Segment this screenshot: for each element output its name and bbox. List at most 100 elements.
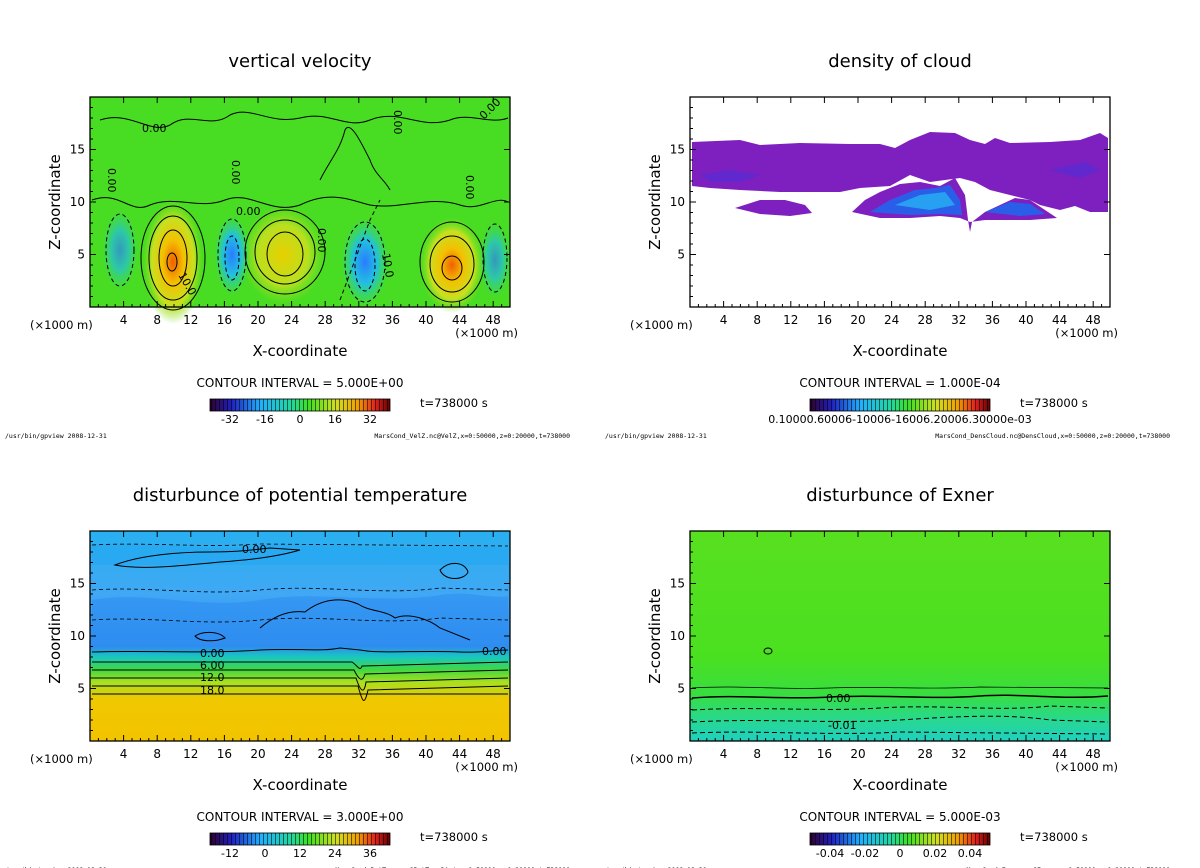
time-label: t=738000 s — [1020, 830, 1088, 844]
contour-interval-label: CONTOUR INTERVAL = 5.000E-03 — [799, 810, 1000, 824]
cloud-patch — [700, 162, 1100, 182]
y-tick-label: 5 — [77, 248, 85, 262]
x-tick-label: 44 — [452, 313, 467, 327]
x-tick-label: 4 — [720, 747, 728, 761]
cold-region — [92, 543, 508, 565]
panel-vertical-velocity: vertical velocity — [90, 51, 511, 324]
x-tick-label: 28 — [918, 747, 933, 761]
x-tick-label: 40 — [418, 747, 433, 761]
x-tick-label: 4 — [120, 747, 128, 761]
x-tick-label: 36 — [385, 313, 400, 327]
footer-left: /usr/bin/gpview 2008-12-31 — [605, 866, 707, 868]
colorbar-tick-label: -16 — [256, 413, 274, 426]
x-axis-label: X-coordinate — [853, 776, 948, 794]
x-unit-label: (×1000 m) — [30, 318, 93, 332]
x-tick-label: 24 — [884, 747, 899, 761]
y-axis-label: Z-coordinate — [46, 588, 64, 683]
plot-title: vertical velocity — [228, 51, 372, 72]
x-tick-label: 28 — [318, 313, 333, 327]
x-tick-label: 4 — [120, 313, 128, 327]
y-axis-label: Z-coordinate — [646, 588, 664, 683]
x-unit-label: (×1000 m) — [1055, 326, 1118, 340]
contour-interval-label: CONTOUR INTERVAL = 5.000E+00 — [197, 376, 404, 390]
x-tick-label: 36 — [985, 747, 1000, 761]
y-tick-label: 10 — [670, 629, 685, 643]
x-tick-label: 36 — [385, 747, 400, 761]
updraft-region — [241, 205, 325, 305]
y-tick-label: 15 — [670, 143, 685, 157]
x-tick-label: 12 — [183, 313, 198, 327]
colorbar-tick-label: 0 — [262, 847, 269, 860]
contour-label: 0.00 — [105, 168, 118, 193]
colorbar-stripes — [210, 399, 390, 411]
negative-contour-lines — [691, 705, 1109, 735]
negative-contour-lines — [91, 543, 509, 623]
colorbar-tick-label: 36 — [363, 847, 377, 860]
plot-title: density of cloud — [828, 51, 972, 72]
footer-left: /usr/bin/gpview 2008-12-31 — [605, 432, 707, 440]
x-tick-label: 24 — [284, 313, 299, 327]
colorbar-stripes — [210, 833, 390, 845]
dense-cloud-region — [985, 202, 1045, 216]
colorbar-tick-label: -32 — [221, 413, 239, 426]
colorbar-tick-label: 12 — [293, 847, 307, 860]
colorbar-tick-label: 32 — [363, 413, 377, 426]
contour-label: 6.00 — [200, 659, 225, 672]
x-tick-label: 24 — [884, 313, 899, 327]
x-tick-label: 16 — [217, 747, 232, 761]
x-tick-label: 4 — [720, 313, 728, 327]
contour-label: 0.00 — [463, 175, 476, 200]
x-unit-label: (×1000 m) — [455, 326, 518, 340]
footer-left: /usr/bin/gpview 2008-12-31 — [5, 432, 107, 440]
downdraft-region — [102, 210, 138, 290]
x-unit-label: (×1000 m) — [455, 760, 518, 774]
y-tick-label: 5 — [677, 682, 685, 696]
x-tick-label: 28 — [918, 313, 933, 327]
panel-potential-temperature: disturbunce of potential temperature 0.0… — [90, 485, 510, 741]
x-axis-label: X-coordinate — [253, 776, 348, 794]
y-tick-label: 10 — [70, 629, 85, 643]
footer-right: MarsCond_DensCloud.nc@DensCloud,x=0:5000… — [935, 432, 1170, 440]
y-tick-label: 15 — [70, 577, 85, 591]
contour-lines — [91, 547, 509, 701]
downdraft-region — [214, 215, 250, 295]
contour-label: 18.0 — [200, 684, 225, 697]
contour-labels: 0.00 -0.01 — [826, 692, 856, 732]
x-tick-label: 16 — [217, 313, 232, 327]
colorbar-frame — [809, 398, 991, 412]
x-tick-label: 48 — [1086, 747, 1101, 761]
cloud-patch — [735, 200, 812, 216]
contour-label: 0.00 — [315, 228, 328, 253]
x-tick-label: 28 — [318, 747, 333, 761]
cloud-layer-upper — [692, 132, 1108, 212]
contour-interval-label: CONTOUR INTERVAL = 1.000E-04 — [799, 376, 1000, 390]
x-tick-label: 12 — [783, 313, 798, 327]
colorbar-tick-label: -0.02 — [851, 847, 879, 860]
colorbar-tick-label: 0.02 — [923, 847, 948, 860]
y-tick-label: 10 — [670, 195, 685, 209]
colorbar-frame — [209, 398, 391, 412]
x-tick-label: 16 — [817, 313, 832, 327]
panel-exner: disturbunce of Exner 0.00 -0.01 — [690, 485, 1110, 741]
contour-label: 0.00 — [391, 110, 404, 135]
x-tick-label: 12 — [783, 747, 798, 761]
contour-interval-label: CONTOUR INTERVAL = 3.000E+00 — [197, 810, 404, 824]
x-unit-label: (×1000 m) — [630, 752, 693, 766]
y-tick-label: 5 — [677, 248, 685, 262]
colorbar-tick-label: 0.10000.60006-10006-16006.20006.30000e-0… — [768, 413, 1032, 426]
x-tick-label: 8 — [153, 747, 161, 761]
cold-region — [92, 593, 508, 640]
contour-label: 0.00 — [200, 647, 225, 660]
x-tick-label: 8 — [753, 313, 761, 327]
panel-density-of-cloud: density of cloud — [690, 51, 1110, 307]
negative-contour-lines — [105, 199, 508, 303]
downdraft-region — [479, 222, 511, 298]
y-tick-label: 15 — [70, 143, 85, 157]
updraft-region — [420, 217, 484, 313]
x-tick-label: 20 — [850, 313, 865, 327]
y-axis-label: Z-coordinate — [646, 154, 664, 249]
x-axis-label: X-coordinate — [253, 342, 348, 360]
x-tick-label: 16 — [817, 747, 832, 761]
contour-label: 0.00 — [826, 692, 851, 705]
